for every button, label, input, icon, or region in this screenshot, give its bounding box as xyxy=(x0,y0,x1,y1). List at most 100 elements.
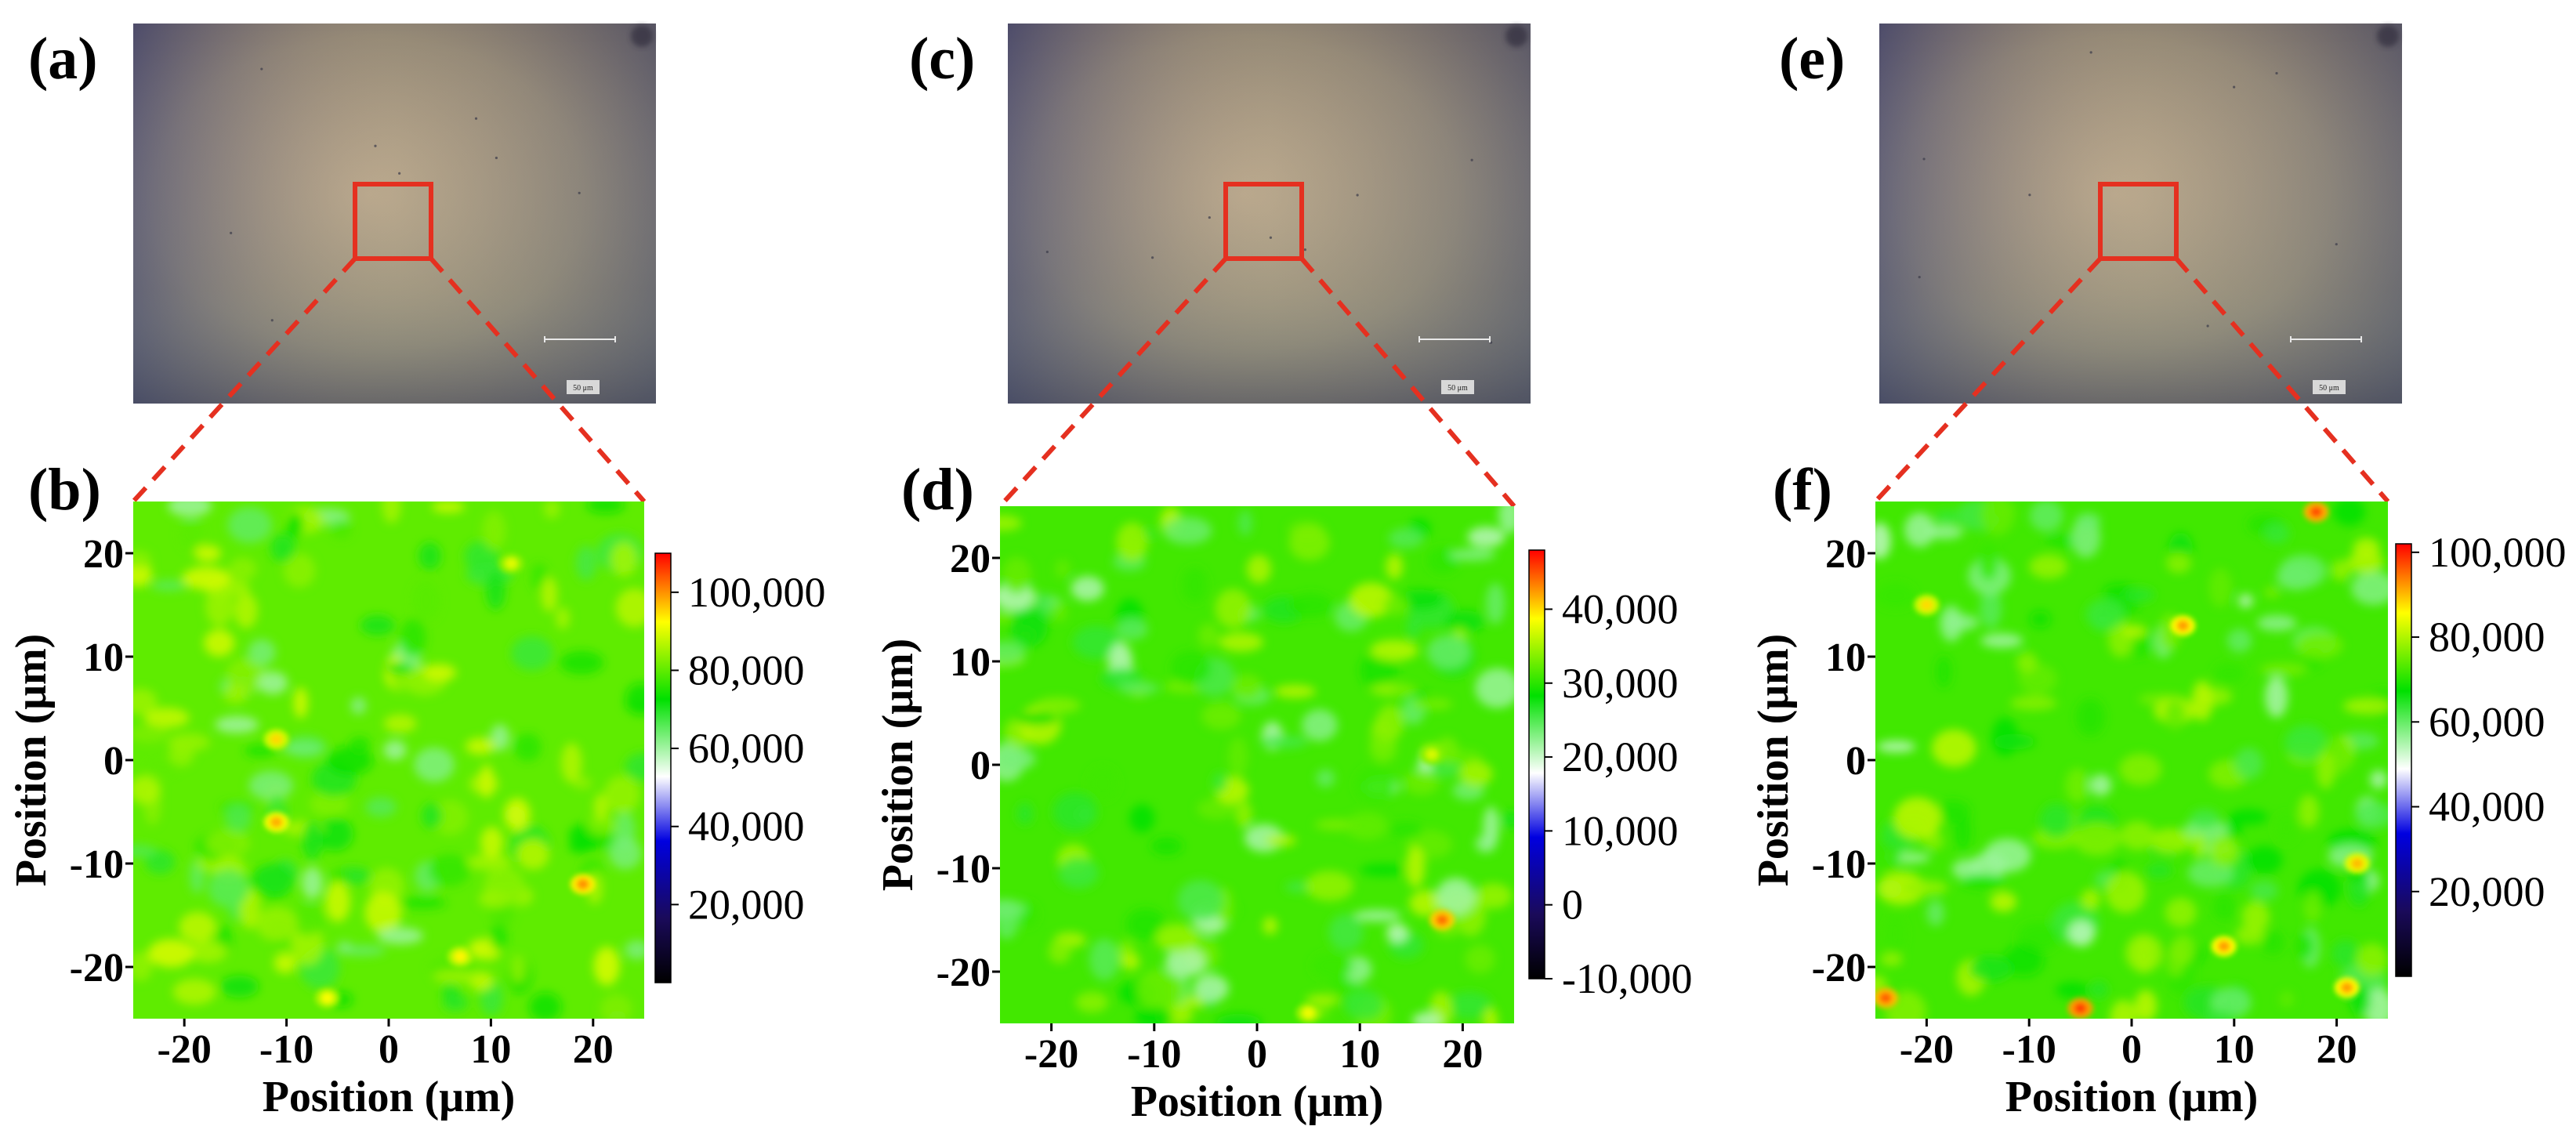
hotspot xyxy=(1302,1007,1315,1019)
heatmap-patch xyxy=(2165,897,2197,928)
heatmap-patch xyxy=(1409,889,1444,917)
heatmap-patch xyxy=(1316,769,1335,788)
heatmap-patch xyxy=(1015,712,1060,726)
heatmap-patch xyxy=(1449,548,1496,561)
heatmap-patch xyxy=(172,979,216,1005)
colorbar-tick-label: 100,000 xyxy=(2429,529,2567,576)
heatmap-patch xyxy=(1940,605,1963,643)
heatmap-patch xyxy=(1165,947,1205,978)
heatmap-patch xyxy=(1116,618,1148,640)
heatmap-patch xyxy=(350,697,367,715)
micrograph-speck xyxy=(1150,256,1154,259)
hotspot xyxy=(1426,748,1439,760)
heatmap-patch xyxy=(2203,1010,2236,1019)
heatmap-patch xyxy=(1016,802,1034,825)
heatmap-patch xyxy=(2191,833,2207,858)
heatmap-patch xyxy=(485,570,506,610)
heatmap-patch xyxy=(2190,809,2220,829)
y-tick-label: 20 xyxy=(1825,532,1866,577)
heatmap-patch xyxy=(1885,914,1905,955)
heatmap-patch xyxy=(1274,684,1316,698)
heatmap-patch xyxy=(431,502,466,513)
heatmap-patch xyxy=(330,870,348,884)
y-axis-label: Position (μm) xyxy=(1749,634,1798,887)
x-tick-label: -20 xyxy=(158,1027,212,1072)
micrograph-speck xyxy=(374,144,377,147)
heatmap-patch xyxy=(1360,651,1399,690)
heatmap-patch xyxy=(2119,753,2162,786)
heatmap-patch xyxy=(1163,516,1212,545)
heatmap-patch xyxy=(2089,774,2112,796)
heatmap-patch xyxy=(2146,864,2173,878)
heatmap-patch xyxy=(365,797,397,817)
x-tick-label: -10 xyxy=(2002,1027,2056,1072)
micrograph-speck xyxy=(1303,248,1306,252)
heatmap-patch xyxy=(382,502,401,523)
heatmap-patch xyxy=(1136,969,1185,1011)
micrograph-speck xyxy=(2028,194,2031,197)
hotspot xyxy=(2340,982,2353,994)
heatmap-patch xyxy=(1978,542,1999,581)
colorbar-tick-label: 20,000 xyxy=(1562,733,1679,780)
panel-label: (f) xyxy=(1773,457,1832,523)
micrograph-speck xyxy=(474,117,478,120)
zoom-region-box xyxy=(2098,182,2179,261)
y-tick-label: -20 xyxy=(937,951,991,995)
heatmap-patch xyxy=(1411,697,1453,711)
heatmap-patch xyxy=(208,869,249,907)
heatmap-patch xyxy=(1328,914,1364,951)
heatmap-patch xyxy=(205,585,234,627)
heatmap-patch xyxy=(1075,991,1109,1013)
heatmap-patch xyxy=(194,545,221,563)
micrograph-speck xyxy=(2335,243,2338,246)
heatmap-patch xyxy=(182,567,231,590)
colorbar-tick-label: 40,000 xyxy=(2429,784,2545,831)
heatmap-3: -20 -10 0 10 20 20 10 0 -10 -20 Position (μm) Posit… xyxy=(1749,502,2567,1121)
heatmap-patch xyxy=(1475,883,1513,909)
heatmap-patch xyxy=(1000,641,1026,665)
heatmap-patch xyxy=(1072,625,1121,660)
heatmap-patch xyxy=(317,817,353,851)
y-tick-label: 10 xyxy=(83,635,124,680)
heatmap-patch xyxy=(560,742,582,784)
heatmap-patch xyxy=(513,733,542,762)
heatmap-field xyxy=(133,502,644,1019)
heatmap-patch xyxy=(1980,502,2015,536)
heatmap-patch xyxy=(2213,662,2245,684)
hotspot xyxy=(1879,992,1893,1004)
heatmap-patch xyxy=(568,840,592,853)
heatmap-patch xyxy=(385,662,414,675)
heatmap-patch xyxy=(146,760,179,775)
heatmap-patch xyxy=(1936,800,1971,824)
heatmap-patch xyxy=(624,940,644,960)
heatmap-patch xyxy=(466,737,496,755)
panel-label: (a) xyxy=(28,26,98,92)
hotspot xyxy=(505,558,518,570)
heatmap-patch xyxy=(421,802,443,829)
heatmap-patch xyxy=(593,793,609,820)
heatmap-patch xyxy=(144,708,190,728)
heatmap-texture xyxy=(1000,506,1514,1023)
heatmap-patch xyxy=(2208,567,2233,607)
heatmap-patch xyxy=(2125,933,2163,972)
heatmap-patch xyxy=(1345,812,1389,840)
heatmap-patch xyxy=(1035,697,1081,714)
heatmap-patch xyxy=(541,577,558,612)
heatmap-patch xyxy=(615,588,644,628)
heatmap-patch xyxy=(2347,550,2384,574)
heatmap-patch xyxy=(573,777,592,790)
heatmap-patch xyxy=(326,746,373,776)
heatmap-patch xyxy=(1931,729,1976,767)
micrograph-speck xyxy=(1356,194,1359,197)
heatmap-patch xyxy=(1935,509,1961,524)
heatmap-patch xyxy=(1936,656,1951,688)
x-tick-label: 20 xyxy=(2317,1027,2357,1072)
heatmap-patch xyxy=(168,733,211,751)
heatmap-patch xyxy=(2110,999,2137,1019)
hotspot xyxy=(270,817,283,828)
heatmap-patch xyxy=(2056,982,2089,999)
micrograph-speck xyxy=(1208,215,1211,219)
heatmap-patch xyxy=(1990,891,2017,912)
heatmap-patch xyxy=(431,799,469,835)
heatmap-patch xyxy=(258,671,288,695)
